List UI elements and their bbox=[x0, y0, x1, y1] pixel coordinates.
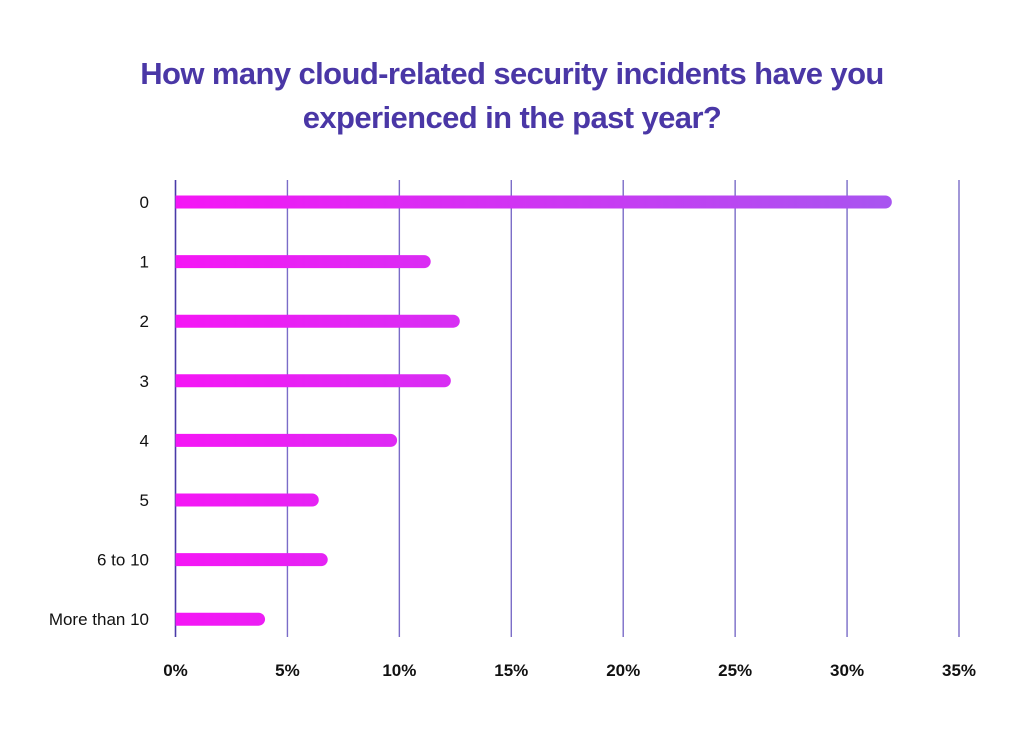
category-label: More than 10 bbox=[49, 610, 149, 629]
gridlines bbox=[174, 180, 960, 637]
chart-title-line-2: experienced in the past year? bbox=[302, 100, 722, 135]
x-tick-label: 35% bbox=[942, 661, 976, 680]
bar-2 bbox=[175, 314, 460, 328]
x-tick-label: 30% bbox=[830, 661, 864, 680]
chart-title-line-1: How many cloud-related security incident… bbox=[140, 56, 884, 91]
category-label: 6 to 10 bbox=[97, 551, 149, 570]
bar-1 bbox=[175, 255, 431, 269]
x-tick-labels: 0% 5% 10% 15% 20% 25% 30% 35% bbox=[163, 661, 976, 680]
chart-title: How many cloud-related security incident… bbox=[0, 52, 1024, 140]
bar-3 bbox=[175, 374, 451, 388]
x-tick-label: 20% bbox=[606, 661, 640, 680]
x-tick-label: 10% bbox=[382, 661, 416, 680]
bar-0 bbox=[175, 195, 892, 209]
category-label: 0 bbox=[140, 193, 149, 212]
category-label: 2 bbox=[140, 312, 149, 331]
x-tick-label: 5% bbox=[275, 661, 300, 680]
bar-5 bbox=[175, 493, 319, 507]
x-tick-label: 25% bbox=[718, 661, 752, 680]
category-label: 4 bbox=[140, 431, 149, 450]
bar-4 bbox=[175, 433, 398, 447]
category-labels: 0 1 2 3 4 5 6 to 10 More than 10 bbox=[49, 193, 149, 629]
bars bbox=[175, 195, 892, 626]
category-label: 1 bbox=[140, 253, 149, 272]
bar-more-than-10 bbox=[175, 612, 266, 626]
x-tick-label: 15% bbox=[494, 661, 528, 680]
bar-6-to-10 bbox=[175, 553, 328, 567]
x-tick-label: 0% bbox=[163, 661, 188, 680]
category-label: 5 bbox=[140, 491, 149, 510]
category-label: 3 bbox=[140, 372, 149, 391]
